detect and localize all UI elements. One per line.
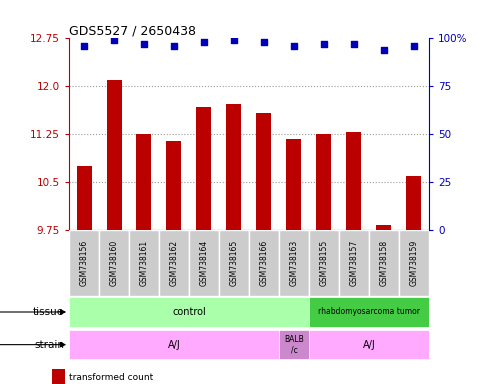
FancyBboxPatch shape xyxy=(309,230,339,296)
FancyBboxPatch shape xyxy=(399,230,429,296)
Text: tissue: tissue xyxy=(33,307,64,317)
FancyBboxPatch shape xyxy=(69,297,309,327)
Bar xyxy=(52,369,66,384)
Bar xyxy=(106,80,121,230)
FancyBboxPatch shape xyxy=(219,230,249,296)
Text: GSM738158: GSM738158 xyxy=(380,240,388,286)
Text: GSM738165: GSM738165 xyxy=(229,240,239,286)
Text: GSM738162: GSM738162 xyxy=(170,240,178,286)
Text: BALB
/c: BALB /c xyxy=(284,335,304,354)
Text: control: control xyxy=(172,307,206,317)
Bar xyxy=(377,225,391,230)
Text: A/J: A/J xyxy=(168,339,180,350)
Text: GSM738156: GSM738156 xyxy=(79,240,89,286)
Point xyxy=(320,41,328,47)
Text: transformed count: transformed count xyxy=(69,373,153,382)
Point xyxy=(260,39,268,45)
FancyBboxPatch shape xyxy=(309,297,429,327)
FancyBboxPatch shape xyxy=(69,230,99,296)
Bar xyxy=(76,166,92,230)
Bar xyxy=(137,134,151,230)
Point xyxy=(140,41,148,47)
FancyBboxPatch shape xyxy=(99,230,129,296)
Bar xyxy=(226,104,242,230)
Bar xyxy=(197,107,211,230)
Text: strain: strain xyxy=(34,339,64,350)
Text: GSM738164: GSM738164 xyxy=(200,240,209,286)
FancyBboxPatch shape xyxy=(369,230,399,296)
FancyBboxPatch shape xyxy=(339,230,369,296)
Point xyxy=(290,43,298,49)
Point xyxy=(380,47,388,53)
Text: GDS5527 / 2650438: GDS5527 / 2650438 xyxy=(69,24,196,37)
Point xyxy=(170,43,178,49)
Text: A/J: A/J xyxy=(362,339,375,350)
Text: GSM738160: GSM738160 xyxy=(109,240,118,286)
FancyBboxPatch shape xyxy=(159,230,189,296)
Text: GSM738163: GSM738163 xyxy=(289,240,298,286)
Point xyxy=(200,39,208,45)
Bar xyxy=(317,134,331,230)
FancyBboxPatch shape xyxy=(309,330,429,359)
Bar xyxy=(406,176,422,230)
Bar xyxy=(286,139,301,230)
FancyBboxPatch shape xyxy=(249,230,279,296)
Bar xyxy=(256,113,272,230)
FancyBboxPatch shape xyxy=(69,330,279,359)
Bar xyxy=(347,132,361,230)
FancyBboxPatch shape xyxy=(279,230,309,296)
FancyBboxPatch shape xyxy=(279,330,309,359)
Text: GSM738161: GSM738161 xyxy=(140,240,148,286)
FancyBboxPatch shape xyxy=(189,230,219,296)
Point xyxy=(230,37,238,43)
Text: GSM738157: GSM738157 xyxy=(350,240,358,286)
Text: GSM738159: GSM738159 xyxy=(409,240,419,286)
Point xyxy=(80,43,88,49)
Bar xyxy=(167,141,181,230)
Point xyxy=(350,41,358,47)
Text: GSM738155: GSM738155 xyxy=(319,240,328,286)
Text: rhabdomyosarcoma tumor: rhabdomyosarcoma tumor xyxy=(318,308,420,316)
Text: GSM738166: GSM738166 xyxy=(259,240,269,286)
Point xyxy=(110,37,118,43)
Point xyxy=(410,43,418,49)
FancyBboxPatch shape xyxy=(129,230,159,296)
